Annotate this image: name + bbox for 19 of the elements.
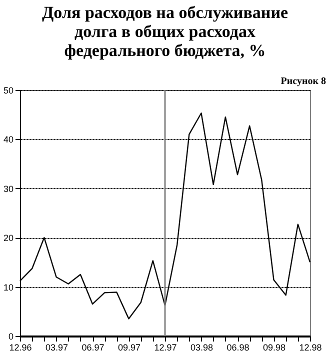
text: Доля расходов на обслуживание [42,3,288,22]
y-tick-label: 10 [3,282,14,292]
y-tick-label: 20 [3,233,14,244]
x-tick-label: 06.97 [82,342,104,352]
x-tick-label: 09.98 [262,342,286,352]
y-tick-label: 50 [3,86,14,96]
y-tick-label: 30 [3,184,14,194]
text: федерального бюджета, % [64,41,266,60]
text: Рисунок 8 [280,76,326,87]
x-tick-label: 09.97 [118,342,141,352]
y-tick-label: 0 [8,332,14,342]
x-tick-label: 06.98 [226,342,250,352]
text: долга в общих расходах [74,22,256,41]
x-tick-label: 12.96 [9,342,32,352]
x-tick-label: 12.97 [154,342,177,352]
x-tick-label: 12.98 [299,342,322,352]
y-tick-label: 40 [3,134,14,145]
x-tick-label: 03.98 [190,342,214,352]
x-tick-label: 03.97 [45,342,68,352]
